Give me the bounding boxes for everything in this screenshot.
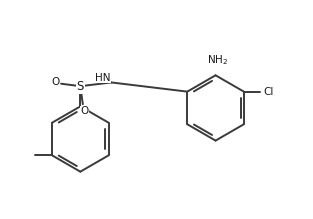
Text: S: S [77, 80, 84, 93]
Text: O: O [80, 106, 89, 116]
Text: NH$_2$: NH$_2$ [208, 53, 228, 67]
Text: Cl: Cl [264, 87, 274, 97]
Text: O: O [51, 78, 59, 87]
Text: HN: HN [95, 73, 110, 83]
